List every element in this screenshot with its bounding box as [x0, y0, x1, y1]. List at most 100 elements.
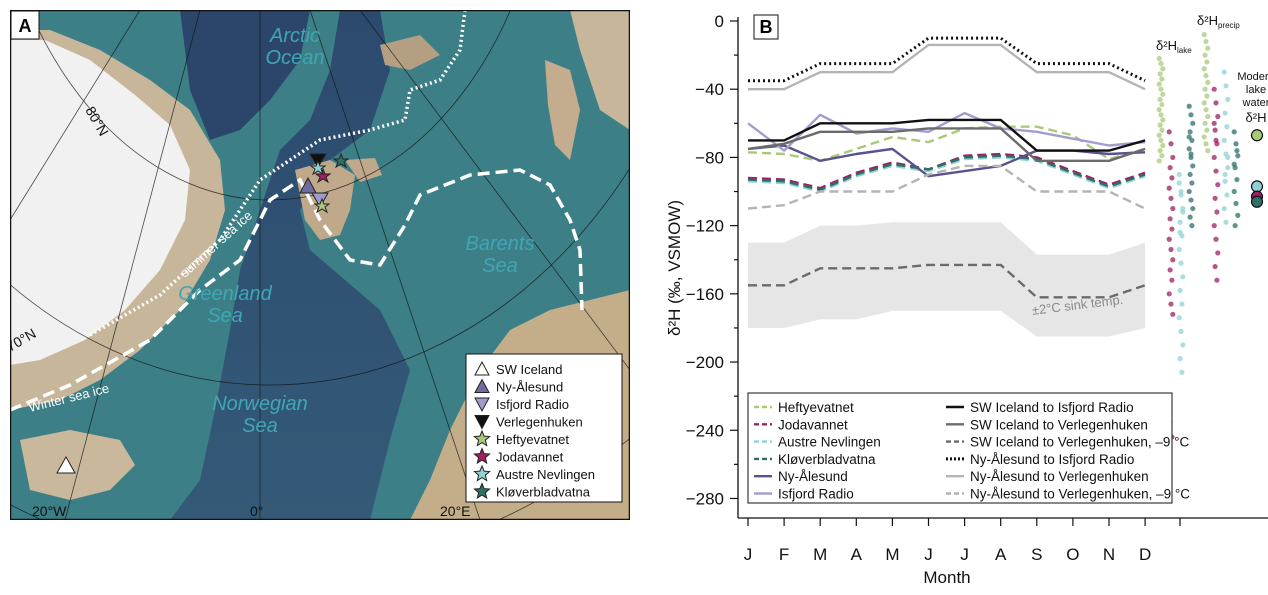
x-tick-label: J [960, 545, 969, 564]
lake-dh-point [1178, 260, 1184, 266]
lake-dh-point [1168, 246, 1174, 253]
precip-dh-point [1202, 86, 1208, 92]
precip-dh-point [1221, 69, 1227, 75]
lake-dh-point [1169, 226, 1175, 232]
x-tick-label: A [851, 545, 863, 564]
legend-text-isfjord-radio: Isfjord Radio [778, 487, 854, 502]
ny-alesund-marker [299, 176, 317, 194]
lake-dh-point [1156, 55, 1162, 62]
lake-dh-point [1170, 205, 1176, 212]
lake-dh-point [1176, 171, 1182, 178]
precip-dh-point [1215, 182, 1221, 188]
chart-legend-box [747, 392, 1173, 504]
y-tick-label: −160 [686, 285, 724, 304]
legend-label-austre-nevlingen: Austre Nevlingen [496, 467, 595, 482]
lake-dh-point [1178, 188, 1184, 195]
precip-dh-point [1233, 141, 1239, 147]
y-tick-label: −80 [695, 148, 724, 167]
x-tick-label: J [924, 545, 933, 564]
lake-dh-point [1170, 154, 1176, 161]
y-tick-label: −200 [686, 353, 724, 372]
lake-dh-point [1187, 129, 1193, 135]
lake-dh-point [1156, 158, 1162, 164]
map-legend-box [465, 353, 623, 503]
precip-dh-point [1212, 127, 1218, 133]
precip-dh-point [1225, 154, 1231, 161]
chart-legend: Heftyevatnet Jodavannet Austre Nevlingen Kl… [747, 392, 1190, 504]
x-tick-label: J [744, 545, 753, 564]
x-tick-label: D [1139, 545, 1151, 564]
legend-marker-ny-lesund [474, 378, 490, 393]
lake-dh-point [1159, 101, 1165, 108]
kloverbladvatna-marker [332, 152, 350, 169]
precip-dh-point [1203, 107, 1209, 113]
legend-marker-verlegenhuken [474, 415, 490, 430]
legend-marker-jodavannet [473, 447, 491, 465]
austre-nevlingen-marker [309, 159, 327, 176]
legend-label-jodavannet: Jodavannet [496, 450, 564, 465]
lake-dh-point [1158, 86, 1164, 92]
legend-text-jodavannet: Jodavannet [778, 417, 848, 432]
precip-dh-point [1222, 110, 1228, 116]
lake-dh-point [1186, 146, 1192, 152]
precip-dh-point [1204, 59, 1210, 65]
greenland-sea-label: Greenland Sea [178, 283, 272, 327]
precip-dh-point [1215, 250, 1221, 256]
legend-marker-austre-nevlingen [473, 464, 491, 482]
y-tick-label: −120 [686, 217, 724, 236]
iceland [20, 430, 135, 500]
series-line-sw-iceland-to-isfjord-radio [748, 118, 1146, 152]
legend-label-verlegenhuken: Verlegenhuken [496, 415, 583, 430]
lake-dh-point [1190, 163, 1196, 169]
modern-lake-water-label: water [1242, 97, 1268, 109]
legend-text-heftyevatnet: Heftyevatnet [778, 400, 854, 415]
precip-dh-point [1233, 200, 1239, 207]
franz-josef-land [380, 35, 440, 70]
precip-dh-point [1205, 148, 1211, 154]
legend-marker-kl-verbladvatna [473, 482, 491, 500]
map-svg: Arctic Ocean Barents Sea Greenland Sea Norw… [10, 10, 630, 520]
lake-dh-point [1189, 180, 1195, 186]
precip-dh-point [1204, 127, 1210, 133]
legend-marker-heftyevatnet [473, 429, 491, 447]
precip-dh-point [1201, 32, 1207, 38]
lake-dh-point [1160, 142, 1166, 149]
modern-lake-water-label: Modern [1237, 71, 1268, 83]
chart-panel-label: B [760, 17, 773, 37]
precip-column-label: δ²Hprecip [1197, 13, 1240, 30]
lake-dh-point [1188, 151, 1194, 157]
lake-dh-point [1190, 205, 1196, 212]
y-axis-label: δ²H (‰, VSMOW) [665, 200, 684, 336]
precip-dh-point [1215, 113, 1221, 120]
x-tick-label: M [885, 545, 899, 564]
precip-dh-point [1223, 219, 1229, 225]
lake-dh-point [1160, 91, 1166, 97]
lake-dh-point [1168, 141, 1174, 147]
x-tick-label: O [1066, 545, 1079, 564]
legend-marker-sw-iceland [474, 360, 490, 376]
deep-basin [160, 10, 410, 520]
precip-dh-point [1205, 45, 1211, 51]
map-panel-label: A [19, 16, 32, 36]
lake-dh-point [1166, 236, 1172, 242]
precip-dh-point [1213, 137, 1219, 143]
lake-dh-point [1157, 148, 1163, 154]
precip-dh-point [1211, 223, 1217, 229]
precip-dh-point [1213, 100, 1219, 106]
precip-dh-point [1213, 168, 1219, 174]
precip-dh-point [1201, 66, 1207, 72]
lake-dh-point [1167, 165, 1173, 171]
x-tick-label: S [1031, 545, 1042, 564]
lake-dh-point [1159, 127, 1165, 133]
lake-dh-point [1168, 301, 1174, 307]
precip-dh-point [1231, 129, 1237, 135]
lake-dh-point [1156, 132, 1162, 138]
precip-dh-point [1221, 137, 1227, 143]
lake-dh-point [1157, 96, 1163, 103]
lon-20e-label: 20°E [440, 503, 471, 519]
lake-dh-point [1180, 209, 1186, 215]
lake-dh-point [1156, 107, 1162, 113]
lon-20w-label: 20°W [32, 503, 67, 519]
lake-dh-point [1178, 328, 1184, 334]
norwegian-sea-label: Norwegian Sea [212, 393, 308, 437]
